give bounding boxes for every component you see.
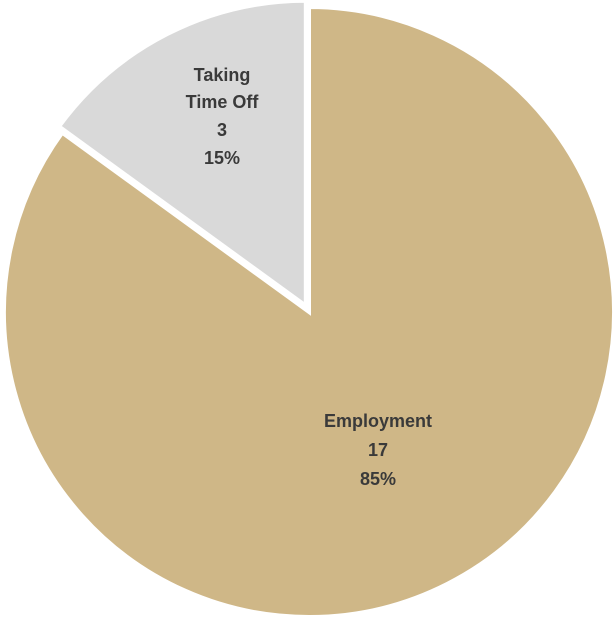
pie-slice-employment: [2, 4, 614, 618]
slice-label-employment: Employment 17 85%: [324, 411, 432, 489]
slice-label-time-off-name-line1: Taking: [194, 65, 251, 85]
slice-label-employment-count: 17: [368, 440, 388, 460]
pie-slice-taking-time-off: [56, 0, 308, 310]
slice-label-employment-name: Employment: [324, 411, 432, 431]
slice-label-time-off-percent: 15%: [204, 148, 240, 168]
slice-label-time-off: Taking Time Off 3 15%: [186, 65, 260, 168]
slice-label-time-off-name-line2: Time Off: [186, 92, 260, 112]
slice-label-time-off-count: 3: [217, 120, 227, 140]
slice-label-employment-percent: 85%: [360, 469, 396, 489]
